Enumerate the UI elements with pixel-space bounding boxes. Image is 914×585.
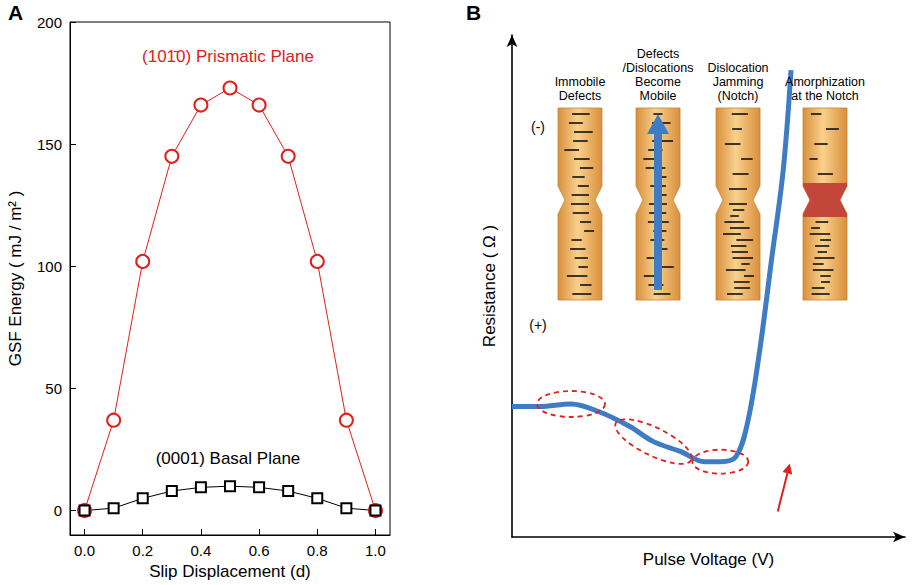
svg-text:Become: Become [635, 75, 681, 89]
svg-text:Pulse Voltage (V): Pulse Voltage (V) [643, 550, 774, 569]
svg-text:(-): (-) [531, 119, 545, 135]
svg-text:0.8: 0.8 [307, 542, 328, 559]
svg-text:0.4: 0.4 [190, 542, 211, 559]
svg-text:(+): (+) [529, 317, 547, 333]
svg-text:Amorphization: Amorphization [785, 75, 865, 89]
svg-text:A: A [8, 1, 23, 24]
svg-text:(0001) Basal Plane: (0001) Basal Plane [156, 449, 301, 468]
svg-text:1.0: 1.0 [365, 542, 386, 559]
svg-text:Resistance ( Ω ): Resistance ( Ω ) [480, 225, 499, 347]
svg-text:/Dislocations: /Dislocations [623, 61, 694, 75]
svg-text:Mobile: Mobile [640, 89, 677, 103]
svg-text:(101̄0) Prismatic Plane: (101̄0) Prismatic Plane [142, 47, 314, 66]
svg-text:200: 200 [37, 14, 62, 31]
svg-text:Slip Displacement (d): Slip Displacement (d) [149, 562, 311, 581]
svg-text:0: 0 [54, 502, 62, 519]
svg-text:Dislocation: Dislocation [707, 61, 768, 75]
svg-text:0.2: 0.2 [132, 542, 153, 559]
svg-text:(Notch): (Notch) [718, 89, 759, 103]
svg-text:B: B [466, 1, 481, 24]
svg-text:Defects: Defects [559, 89, 601, 103]
svg-text:GSF Energy ( mJ / m² ): GSF Energy ( mJ / m² ) [6, 191, 25, 367]
svg-text:Defects: Defects [637, 47, 679, 61]
svg-text:150: 150 [37, 136, 62, 153]
svg-text:Immobile: Immobile [555, 75, 606, 89]
svg-text:100: 100 [37, 258, 62, 275]
svg-text:50: 50 [45, 380, 62, 397]
svg-text:0.0: 0.0 [74, 542, 95, 559]
svg-text:at the Notch: at the Notch [791, 89, 858, 103]
svg-text:Jamming: Jamming [713, 75, 764, 89]
svg-text:0.6: 0.6 [249, 542, 270, 559]
